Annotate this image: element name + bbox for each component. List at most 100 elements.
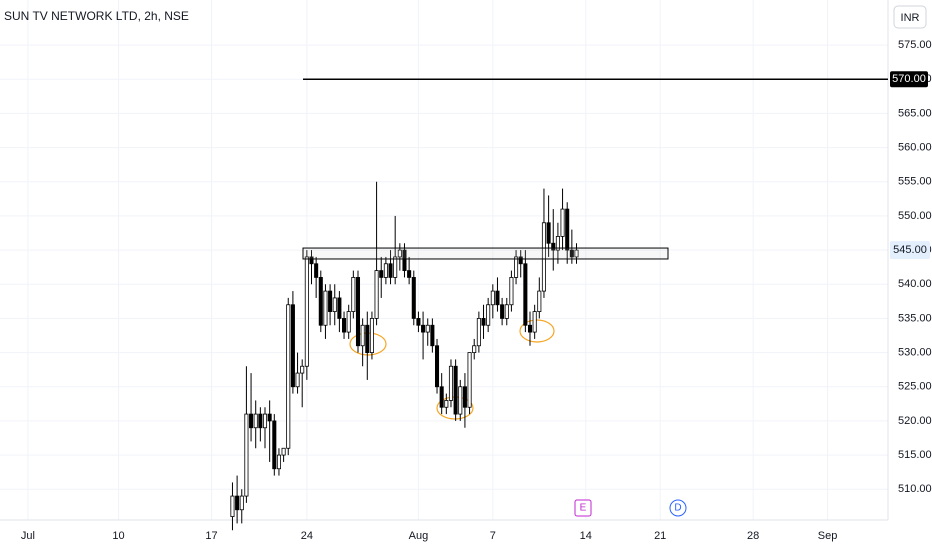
event-label: E — [580, 503, 587, 514]
candle-body — [239, 495, 244, 511]
candle-body — [546, 222, 551, 244]
candle-body — [342, 318, 347, 333]
candle-body — [369, 318, 374, 353]
candle-body — [532, 311, 537, 333]
chart-title: SUN TV NETWORK LTD, 2h, NSE — [4, 9, 189, 23]
x-tick-label: Sep — [818, 530, 838, 542]
y-tick-label: 555.00 — [898, 176, 932, 188]
candle-body — [360, 324, 365, 347]
candle-body — [393, 256, 398, 278]
candle-body — [565, 208, 570, 251]
y-tick-label: 540.00 — [898, 278, 932, 290]
candle-body — [416, 318, 421, 326]
candle-body — [374, 270, 379, 319]
y-tick-label: 535.00 — [898, 312, 932, 324]
candle-body — [560, 208, 565, 237]
x-tick-label: 28 — [747, 530, 759, 542]
candle-body — [314, 263, 319, 278]
event-label: D — [674, 503, 681, 514]
candle-body — [328, 290, 333, 312]
level-badge — [890, 71, 928, 88]
candle-body — [514, 256, 519, 278]
candle-body — [355, 277, 361, 347]
x-tick-label: 21 — [654, 530, 666, 542]
candle-body — [295, 372, 300, 388]
candle-body — [476, 318, 481, 347]
candle-body — [555, 236, 560, 251]
y-tick-label: 530.00 — [898, 346, 932, 358]
candle-body — [249, 413, 254, 429]
candle-body — [235, 495, 240, 511]
candle-body — [453, 365, 458, 415]
candle-body — [388, 263, 393, 278]
candle-body — [486, 304, 491, 326]
candle-body — [481, 318, 486, 326]
y-tick-label: 560.00 — [898, 142, 932, 154]
candle-body — [272, 420, 277, 470]
candle-body — [421, 324, 426, 333]
currency-button[interactable] — [893, 5, 927, 29]
candle-body — [509, 277, 514, 306]
price-badge — [890, 241, 930, 260]
candle-body — [244, 413, 249, 497]
candle-body — [495, 290, 500, 306]
level-label: 570.00 — [892, 73, 926, 85]
candle-body — [383, 263, 388, 278]
candle-body — [267, 413, 272, 422]
y-tick-label: 565.00 — [898, 107, 932, 119]
y-tick-label: 520.00 — [898, 415, 932, 427]
candle-body — [337, 297, 342, 319]
candle-body — [523, 263, 528, 326]
x-tick-label: Aug — [409, 530, 429, 542]
candle-body — [462, 386, 467, 408]
event-marker — [574, 499, 592, 517]
candle-body — [258, 413, 263, 429]
x-tick-label: 14 — [580, 530, 592, 542]
candle-body — [551, 242, 556, 251]
x-tick-label: 7 — [490, 530, 496, 542]
x-tick-label: 17 — [205, 530, 217, 542]
candle-body — [407, 270, 412, 278]
ellipse — [519, 319, 555, 343]
x-tick-label: Jul — [21, 530, 35, 542]
candle-body — [504, 304, 509, 319]
candle-body — [281, 447, 286, 456]
candle-body — [527, 324, 533, 333]
candle-body — [290, 304, 295, 388]
candle-body — [574, 249, 579, 258]
candle-body — [411, 277, 416, 319]
candle-body — [351, 277, 356, 312]
y-tick-label: 510.00 — [898, 483, 932, 495]
candle-body — [541, 222, 546, 292]
x-tick-label: 24 — [301, 530, 313, 542]
candle-body — [230, 495, 235, 517]
candle-body — [444, 400, 449, 408]
candle-body — [318, 277, 323, 326]
candle-body — [309, 256, 314, 265]
candle-body — [569, 249, 574, 258]
event-marker — [669, 499, 687, 517]
candle-body — [276, 454, 281, 470]
candle-body — [434, 345, 440, 388]
zone — [302, 247, 669, 260]
candle-body — [300, 365, 305, 374]
candle-body — [448, 365, 454, 401]
candle-body — [537, 290, 542, 312]
candle-body — [346, 311, 351, 333]
candle-body — [425, 324, 430, 333]
candle-body — [518, 256, 523, 265]
candle-body — [365, 324, 370, 353]
candle-body — [439, 386, 444, 408]
candle-body — [286, 304, 291, 449]
candle-body — [304, 256, 309, 367]
candle-body — [332, 297, 337, 312]
candle-body — [458, 386, 463, 415]
candle-body — [430, 324, 435, 347]
candle-body — [253, 413, 258, 429]
candle-body — [379, 270, 384, 278]
currency-label[interactable]: INR — [901, 12, 920, 24]
candle-body — [467, 352, 472, 408]
candle-body — [397, 249, 402, 258]
candle-body — [472, 345, 477, 353]
